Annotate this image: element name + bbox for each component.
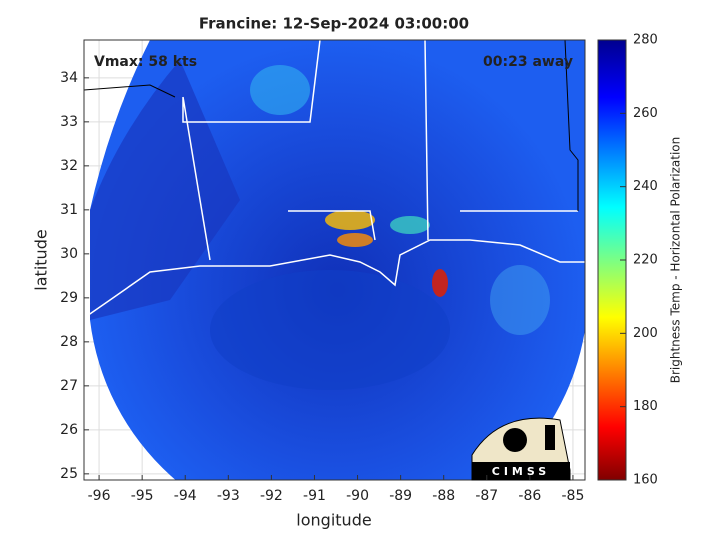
y-tick-label: 27	[60, 378, 78, 394]
colorbar-tick-label: 260	[633, 106, 658, 121]
state-borders	[182, 40, 578, 261]
x-tick-label: -95	[131, 488, 154, 504]
borders-outside	[84, 40, 579, 211]
colorbar-tick-label: 220	[633, 253, 658, 268]
logo: CIMSS	[471, 417, 571, 481]
swath-edge	[90, 60, 240, 320]
x-tick-label: -90	[346, 488, 369, 504]
y-tick-label: 32	[60, 158, 78, 174]
x-tick-label: -94	[174, 488, 197, 504]
y-tick-label: 30	[60, 246, 78, 262]
convection	[432, 269, 448, 297]
convection	[337, 233, 373, 247]
satellite-swath	[84, 40, 585, 480]
convection	[325, 210, 375, 230]
y-tick-label: 28	[60, 334, 78, 350]
x-tick-label: -96	[88, 488, 111, 504]
plot-frame	[83, 39, 586, 481]
colorbar-label: Brightness Temp - Horizontal Polarizatio…	[669, 137, 683, 384]
y-tick-label: 25	[60, 466, 78, 482]
title: Francine: 12-Sep-2024 03:00:00	[199, 15, 469, 33]
logo-tower	[545, 425, 555, 450]
logo-dish	[503, 428, 527, 452]
x-tick-label: -88	[432, 488, 455, 504]
x-tick-label: -92	[260, 488, 283, 504]
colorbar-tick-label: 180	[633, 399, 658, 414]
colorbar-tick-label: 160	[633, 473, 658, 488]
cloud	[250, 65, 310, 115]
x-tick-label: -91	[303, 488, 326, 504]
y-tick-label: 34	[60, 70, 78, 86]
y-tick-label: 26	[60, 422, 78, 438]
y-tick-label: 33	[60, 114, 78, 130]
convection	[390, 216, 430, 234]
colorbar-tick-label: 240	[633, 179, 658, 194]
spiral-band	[210, 270, 450, 390]
y-tick-label: 29	[60, 290, 78, 306]
colorbar-tick-label: 200	[633, 326, 658, 341]
cloud	[490, 265, 550, 335]
y-tick-label: 31	[60, 202, 78, 218]
coastline	[84, 239, 585, 319]
vmax-label: Vmax: 58 kts	[94, 54, 197, 70]
logo-text: CIMSS	[492, 465, 550, 478]
x-tick-label: -89	[389, 488, 412, 504]
logo-band	[472, 462, 570, 480]
x-tick-label: -87	[475, 488, 498, 504]
y-axis-label: latitude	[32, 229, 51, 290]
x-tick-label: -93	[217, 488, 240, 504]
x-axis-label: longitude	[296, 511, 371, 530]
time-away-label: 00:23 away	[483, 54, 573, 70]
x-tick-label: -85	[562, 488, 585, 504]
colorbar-tick-label: 280	[633, 33, 658, 48]
x-tick-label: -86	[518, 488, 541, 504]
